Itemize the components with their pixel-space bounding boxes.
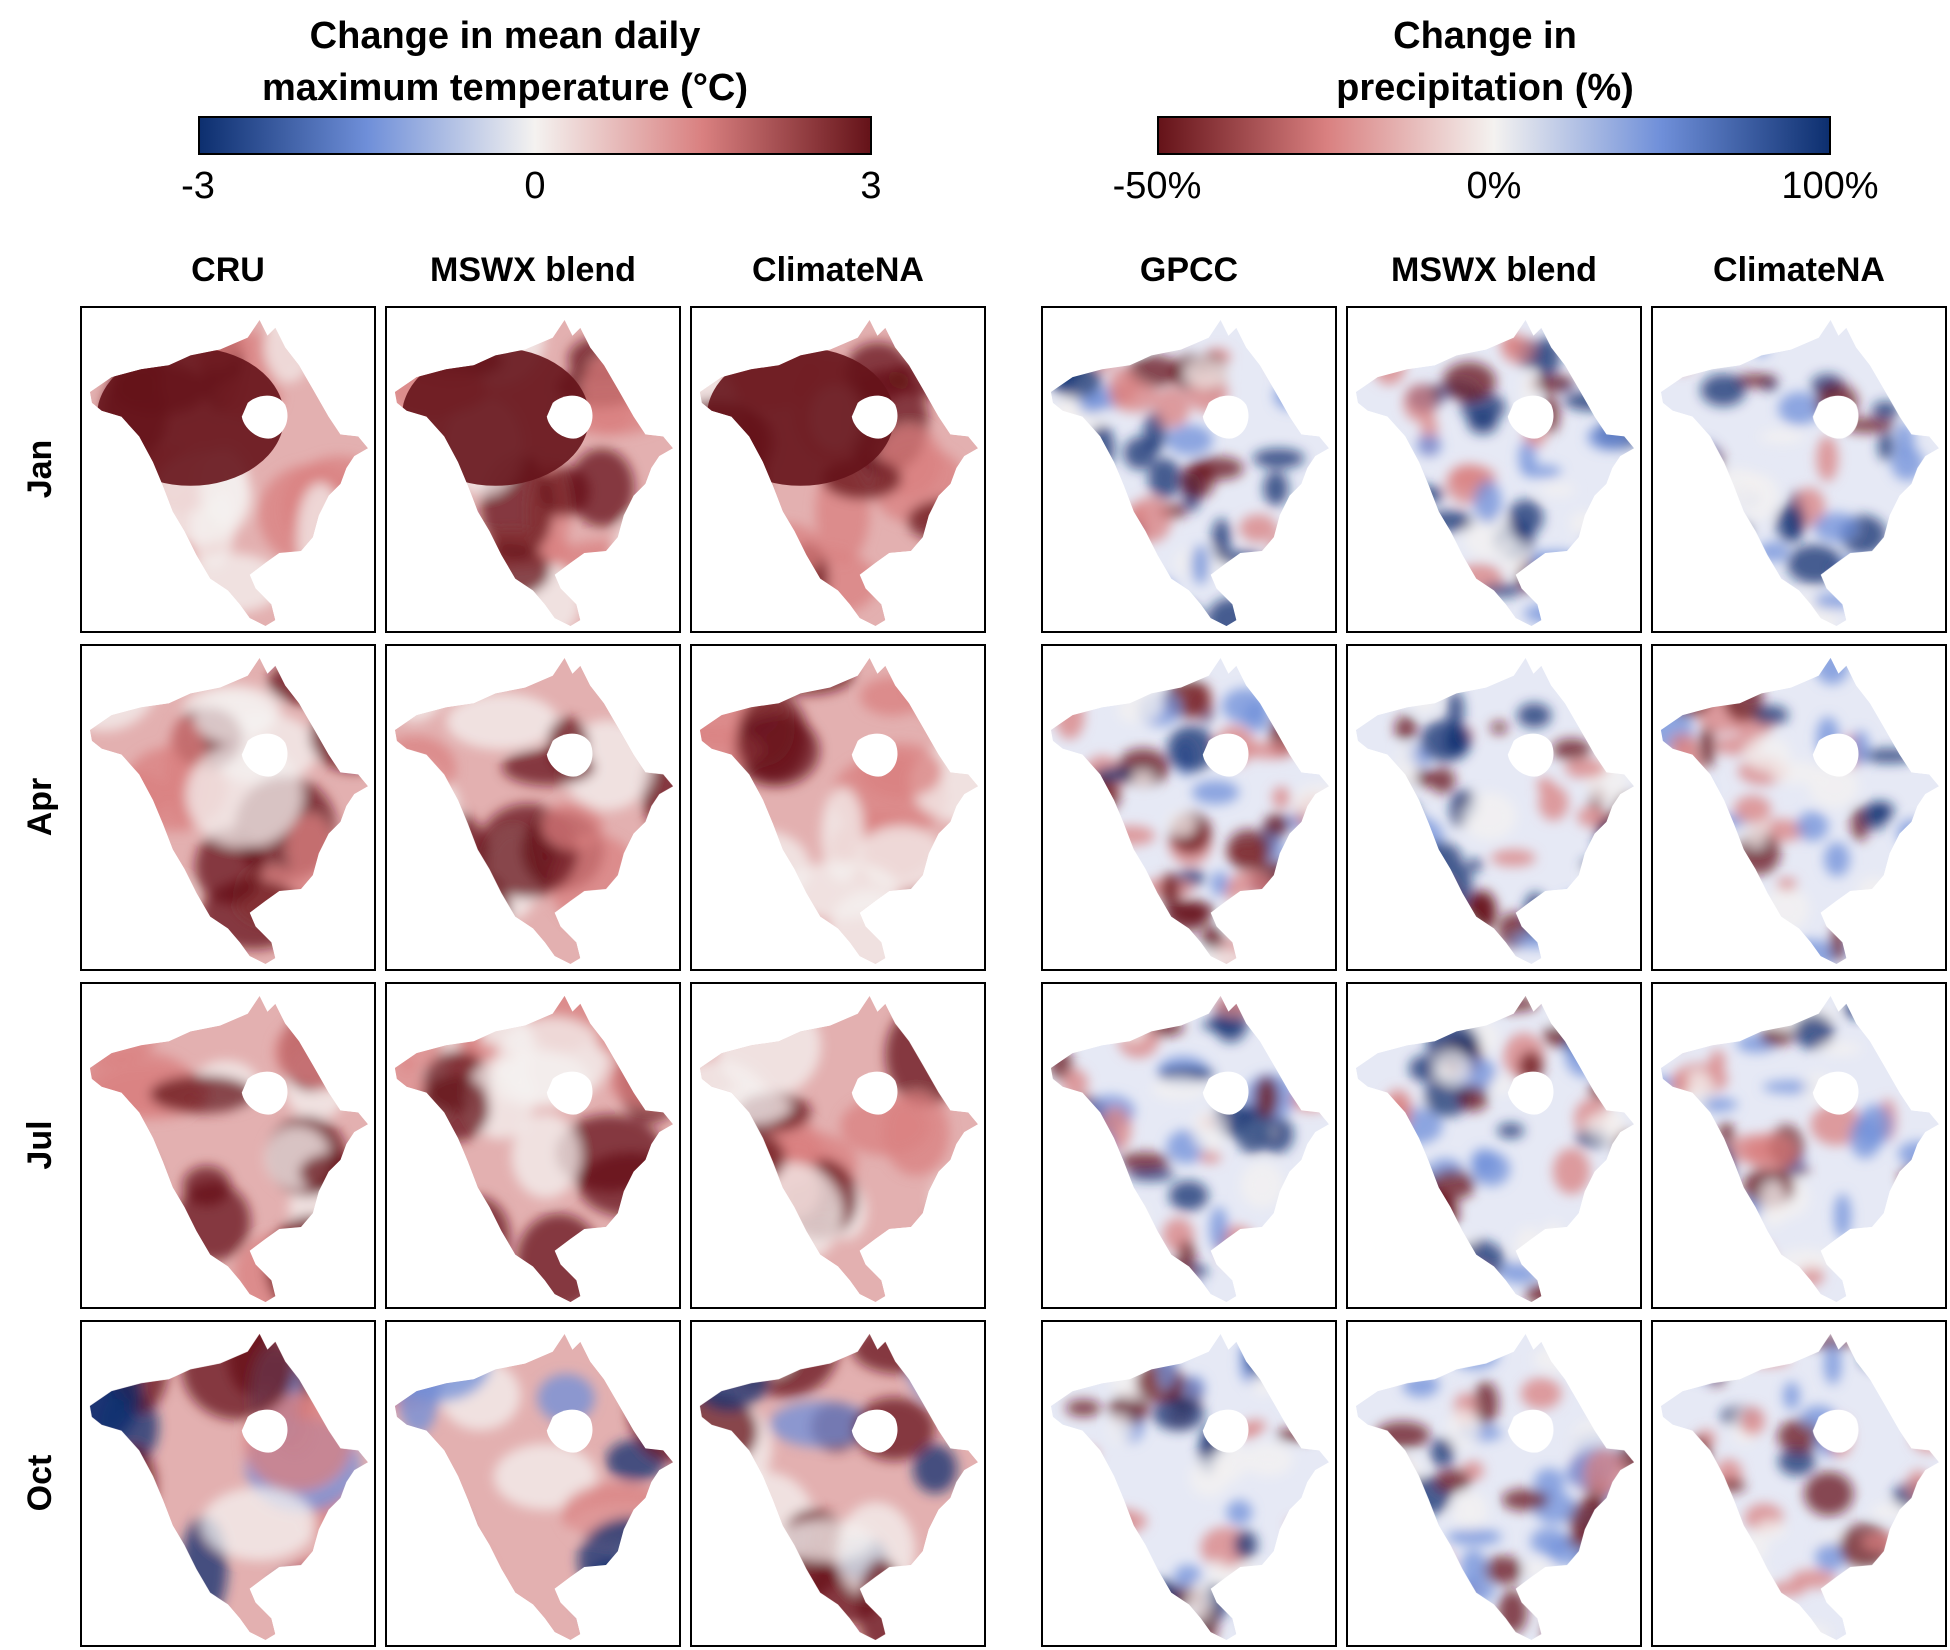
map-panel-oct-gpcc <box>1041 1320 1337 1647</box>
map-canvas <box>89 995 369 1303</box>
hudson-bay <box>241 733 288 777</box>
map-canvas <box>394 319 674 627</box>
hudson-bay <box>1202 1071 1249 1115</box>
map-panel-apr-mswx-precipitation <box>1346 644 1642 971</box>
temperature-legend-title-line1: Change in mean daily <box>309 15 701 57</box>
map-panel-apr-mswx-temperature <box>385 644 681 971</box>
map-canvas <box>89 657 369 965</box>
hudson-bay <box>546 733 593 777</box>
column-label-mswx-temperature: MSWX blend <box>430 251 636 289</box>
map-canvas <box>89 1333 369 1641</box>
map-panel-oct-mswx-temperature <box>385 1320 681 1647</box>
precipitation-legend-title-line2: precipitation (%) <box>1336 67 1634 109</box>
column-label-cru: CRU <box>191 251 265 289</box>
precipitation-legend-title-line1: Change in <box>1393 15 1577 57</box>
map-panel-jul-gpcc <box>1041 982 1337 1309</box>
map-panel-apr-gpcc <box>1041 644 1337 971</box>
map-canvas <box>1050 657 1330 965</box>
hudson-bay <box>851 395 898 439</box>
map-panel-jul-mswx-precipitation <box>1346 982 1642 1309</box>
map-panel-jan-mswx-precipitation <box>1346 306 1642 633</box>
hudson-bay <box>1812 395 1859 439</box>
map-canvas <box>394 995 674 1303</box>
map-canvas <box>1660 319 1940 627</box>
map-panel-apr-climatena-temperature <box>690 644 986 971</box>
map-canvas <box>1355 1333 1635 1641</box>
map-panel-oct-mswx-precipitation <box>1346 1320 1642 1647</box>
map-canvas <box>394 657 674 965</box>
column-label-gpcc: GPCC <box>1139 251 1239 289</box>
map-canvas <box>89 319 369 627</box>
map-panel-apr-climatena-precipitation <box>1651 644 1947 971</box>
map-canvas <box>1660 1333 1940 1641</box>
map-panel-jan-climatena-temperature <box>690 306 986 633</box>
map-panel-oct-cru <box>80 1320 376 1647</box>
column-label-mswx-precipitation: MSWX blend <box>1391 251 1597 289</box>
hudson-bay <box>546 1071 593 1115</box>
hudson-bay <box>1507 1409 1554 1453</box>
hudson-bay <box>1812 1409 1859 1453</box>
temperature-legend-title: Change in mean daily maximum temperature… <box>160 10 850 114</box>
precipitation-colorbar <box>1157 116 1831 155</box>
map-panel-jul-cru <box>80 982 376 1309</box>
map-canvas <box>1050 995 1330 1303</box>
temperature-tick-min: -3 <box>181 165 215 207</box>
precipitation-tick-min: -50% <box>1112 165 1202 207</box>
hudson-bay <box>241 395 288 439</box>
hudson-bay <box>851 1071 898 1115</box>
hudson-bay <box>1202 395 1249 439</box>
map-canvas <box>1355 657 1635 965</box>
hudson-bay <box>1507 1071 1554 1115</box>
map-panel-jul-climatena-temperature <box>690 982 986 1309</box>
map-panel-jan-mswx-temperature <box>385 306 681 633</box>
hudson-bay <box>851 1409 898 1453</box>
map-panel-jan-climatena-precipitation <box>1651 306 1947 633</box>
map-panel-jan-gpcc <box>1041 306 1337 633</box>
hudson-bay <box>241 1409 288 1453</box>
map-panel-jan-cru <box>80 306 376 633</box>
map-panel-jul-mswx-temperature <box>385 982 681 1309</box>
hudson-bay <box>1812 733 1859 777</box>
temperature-tick-max: 3 <box>860 165 882 207</box>
map-canvas <box>1660 657 1940 965</box>
hudson-bay <box>851 733 898 777</box>
hudson-bay <box>546 1409 593 1453</box>
column-label-climatena-temperature: ClimateNA <box>752 251 924 289</box>
temperature-legend-title-line2: maximum temperature (°C) <box>261 67 749 109</box>
temperature-colorbar <box>198 116 872 155</box>
map-canvas <box>1355 995 1635 1303</box>
precipitation-legend-title: Change in precipitation (%) <box>1140 10 1830 114</box>
map-canvas <box>1355 319 1635 627</box>
map-canvas <box>699 319 979 627</box>
hudson-bay <box>241 1071 288 1115</box>
hudson-bay <box>1202 733 1249 777</box>
map-canvas <box>1660 995 1940 1303</box>
map-canvas <box>699 1333 979 1641</box>
hudson-bay <box>1812 1071 1859 1115</box>
map-canvas <box>394 1333 674 1641</box>
hudson-bay <box>1507 733 1554 777</box>
map-panel-oct-climatena-precipitation <box>1651 1320 1947 1647</box>
column-label-climatena-precipitation: ClimateNA <box>1713 251 1885 289</box>
row-label-oct: Oct <box>21 1454 59 1512</box>
row-label-jan: Jan <box>21 439 59 499</box>
map-canvas <box>699 995 979 1303</box>
temperature-tick-mid: 0 <box>524 165 546 207</box>
row-label-apr: Apr <box>21 777 59 837</box>
precipitation-tick-mid: 0% <box>1466 165 1522 207</box>
hudson-bay <box>1507 395 1554 439</box>
map-canvas <box>1050 1333 1330 1641</box>
map-panel-apr-cru <box>80 644 376 971</box>
map-panel-oct-climatena-temperature <box>690 1320 986 1647</box>
map-canvas <box>699 657 979 965</box>
row-label-jul: Jul <box>21 1120 59 1170</box>
precipitation-tick-max: 100% <box>1781 165 1879 207</box>
hudson-bay <box>1202 1409 1249 1453</box>
hudson-bay <box>546 395 593 439</box>
map-panel-jul-climatena-precipitation <box>1651 982 1947 1309</box>
map-canvas <box>1050 319 1330 627</box>
